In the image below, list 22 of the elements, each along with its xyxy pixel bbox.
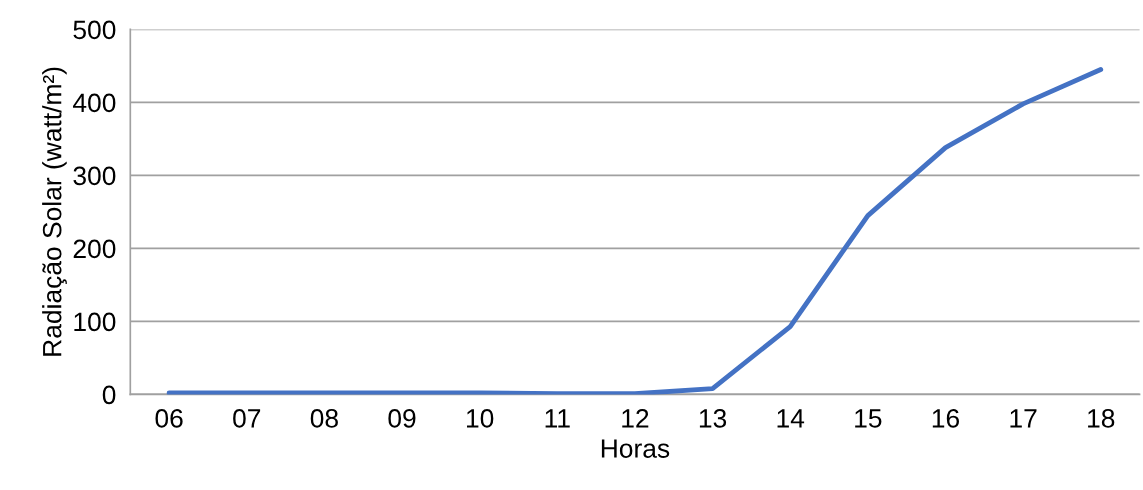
line-series [166, 67, 1104, 395]
x-tick-label: 14 [777, 409, 805, 428]
x-tick-label: 11 [545, 409, 570, 428]
x-tick-label: 12 [622, 409, 649, 428]
x-tick-label: 10 [467, 409, 494, 428]
y-tick-label: 400 [73, 93, 116, 113]
y-tick-label: 100 [74, 312, 116, 332]
y-tick-label: 200 [73, 239, 116, 259]
x-tick-label: 08 [310, 409, 338, 428]
x-tick-label: 18 [1088, 409, 1115, 428]
y-tick-label: 300 [73, 166, 116, 186]
y-axis-title: Radiação Solar (watt/m²) [42, 67, 67, 356]
x-tick-label: 09 [388, 409, 416, 428]
y-tick-label: 500 [73, 20, 116, 40]
x-axis-title: Horas [601, 439, 670, 458]
x-tick-label: 07 [233, 409, 261, 428]
x-tick-label: 06 [155, 409, 183, 428]
y-tick-label: 0 [102, 385, 116, 405]
x-tick-label: 13 [699, 409, 727, 428]
x-tick-label: 17 [1010, 409, 1037, 428]
x-tick-label: 15 [855, 409, 882, 428]
x-tick-label: 16 [932, 409, 959, 428]
